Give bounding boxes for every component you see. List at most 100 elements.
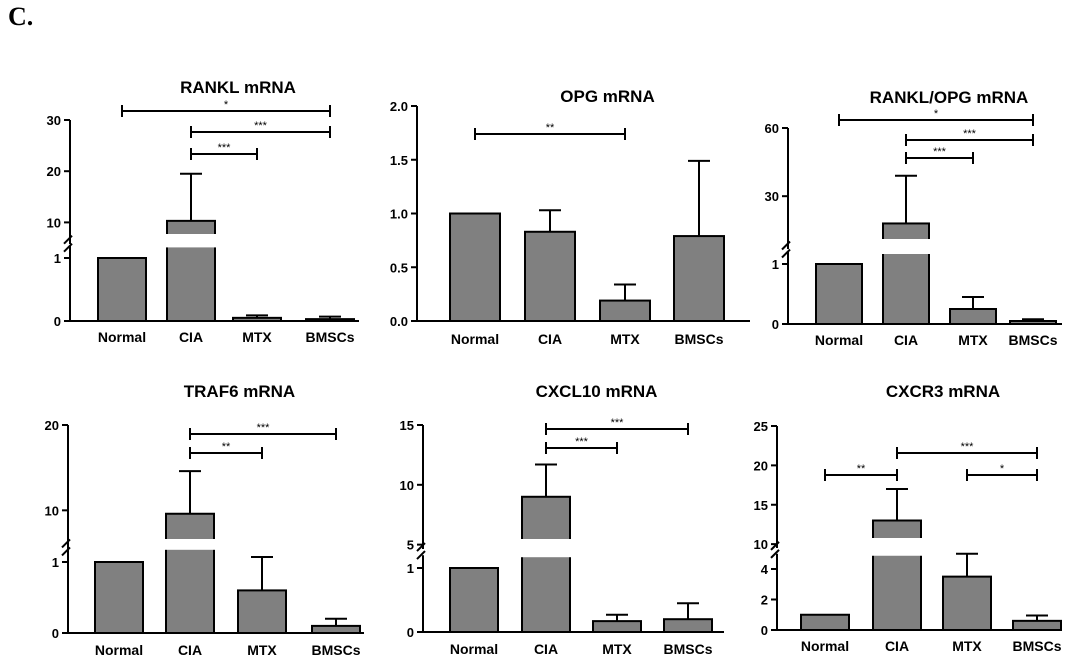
axis-break-mark <box>770 549 780 559</box>
category-label: BMSCs <box>1008 332 1057 348</box>
y-tick-label: 0 <box>761 623 768 638</box>
y-tick-label: 5 <box>407 538 414 553</box>
category-label: CIA <box>538 331 562 347</box>
y-tick-label: 4 <box>761 562 769 577</box>
y-tick-label: 20 <box>47 164 61 179</box>
bar-bmscs <box>1012 619 1062 631</box>
significance-label: *** <box>254 120 268 132</box>
category-label: MTX <box>602 641 632 657</box>
chart-title: CXCL10 mRNA <box>536 382 658 401</box>
category-label: CIA <box>885 638 909 654</box>
bar-mtx <box>949 308 997 325</box>
category-label: Normal <box>815 332 863 348</box>
y-tick-label: 0.0 <box>390 314 408 329</box>
category-label: BMSCs <box>305 329 354 345</box>
y-tick-label: 20 <box>754 458 768 473</box>
category-label: CIA <box>534 641 558 657</box>
category-label: Normal <box>450 641 498 657</box>
bar-break-gap <box>881 239 931 254</box>
category-label: MTX <box>610 331 640 347</box>
bar-normal <box>815 263 863 325</box>
y-tick-label: 10 <box>47 215 61 230</box>
bar-cia <box>165 512 215 634</box>
y-tick-label: 0 <box>52 626 59 641</box>
y-tick-label: 1.0 <box>390 207 408 222</box>
category-label: Normal <box>451 331 499 347</box>
category-label: Normal <box>98 329 146 345</box>
bar-bmscs <box>311 624 361 635</box>
category-label: CIA <box>894 332 918 348</box>
bar-mtx <box>237 589 287 635</box>
y-tick-label: 60 <box>765 121 779 136</box>
bar-normal <box>449 212 501 322</box>
category-label: BMSCs <box>663 641 712 657</box>
chart-6: CXCR3 mRNA 0 2 4 10 15 20 25 Normal CIA MTX BMSCs **… <box>754 382 1062 654</box>
y-tick-label: 15 <box>400 418 414 433</box>
y-tick-label: 2 <box>761 593 768 608</box>
axis-break-mark <box>416 550 426 560</box>
bar-cia <box>872 519 922 631</box>
chart-2: OPG mRNA 0.0 0.5 1.0 1.5 2.0 Normal CIA MTX BMSCs… <box>390 87 750 347</box>
bar-mtx <box>599 299 651 323</box>
bar-normal <box>94 561 144 634</box>
category-label: CIA <box>179 329 203 345</box>
category-label: Normal <box>801 638 849 654</box>
bar-break-gap <box>165 234 217 248</box>
bar-break-gap <box>871 538 923 556</box>
significance-label: * <box>934 108 939 120</box>
axis-break-mark <box>63 242 73 253</box>
bar-break-gap <box>520 539 572 558</box>
significance-label: *** <box>961 441 975 453</box>
y-tick-label: 25 <box>754 419 768 434</box>
bar-bmscs <box>673 235 725 322</box>
bar-normal <box>97 257 147 322</box>
category-label: BMSCs <box>311 642 360 658</box>
bar-cia <box>882 222 930 325</box>
category-label: MTX <box>952 638 982 654</box>
category-label: MTX <box>247 642 277 658</box>
bar-cia <box>521 495 571 633</box>
bar-normal <box>449 567 499 633</box>
y-tick-label: 10 <box>754 537 768 552</box>
axis-break-mark <box>781 248 791 259</box>
bar-cia <box>524 230 576 322</box>
category-label: MTX <box>242 329 272 345</box>
significance-label: *** <box>963 128 977 140</box>
category-label: CIA <box>178 642 202 658</box>
axis-break-mark <box>63 234 73 245</box>
category-label: Normal <box>95 642 143 658</box>
bar-break-gap <box>164 539 216 550</box>
significance-label: *** <box>575 436 589 448</box>
category-label: MTX <box>958 332 988 348</box>
significance-label: ** <box>222 441 231 453</box>
y-tick-label: 15 <box>754 498 768 513</box>
y-tick-label: 1 <box>407 561 414 576</box>
axis-break-mark <box>416 542 426 552</box>
y-tick-label: 10 <box>400 478 414 493</box>
bar-bmscs <box>663 618 713 634</box>
category-label: BMSCs <box>1012 638 1061 654</box>
bar-mtx <box>232 316 282 323</box>
y-tick-label: 10 <box>45 503 59 518</box>
axis-break-mark <box>770 541 780 551</box>
y-tick-label: 20 <box>45 418 59 433</box>
y-tick-label: 30 <box>765 189 779 204</box>
significance-label: *** <box>933 146 947 158</box>
bar-normal <box>800 613 850 631</box>
y-tick-label: 2.0 <box>390 99 408 114</box>
y-tick-label: 1.5 <box>390 153 408 168</box>
y-tick-label: 30 <box>47 113 61 128</box>
category-label: BMSCs <box>674 331 723 347</box>
axis-break-mark <box>781 240 791 251</box>
axis-break-mark <box>61 546 71 557</box>
chart-title: CXCR3 mRNA <box>886 382 1000 401</box>
y-tick-label: 1 <box>54 251 61 266</box>
bar-mtx <box>592 620 642 633</box>
significance-label: *** <box>257 422 271 434</box>
chart-title: TRAF6 mRNA <box>184 382 295 401</box>
significance-label: ** <box>857 463 866 475</box>
